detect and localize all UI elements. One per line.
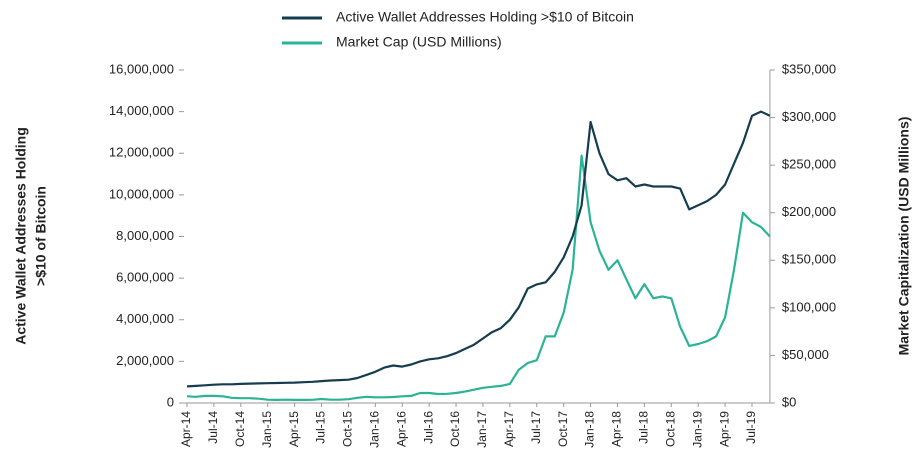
y2-axis-label: Market Capitalization (USD Millions) (896, 117, 912, 356)
y-tick-label: 10,000,000 (109, 186, 174, 201)
x-tick-label: Jan-19 (690, 411, 704, 448)
legend-label: Active Wallet Addresses Holding >$10 of … (336, 9, 634, 25)
x-tick-label: Apr-19 (717, 411, 731, 447)
y2-tick-label: $0 (782, 394, 796, 409)
series-line (186, 110, 771, 388)
y-axis-label: >$10 of Bitcoin (33, 186, 49, 286)
x-tick-label: Jul-17 (529, 411, 543, 444)
x-tick-label: Oct-14 (233, 411, 247, 447)
y-tick-label: 2,000,000 (116, 353, 174, 368)
x-tick-label: Oct-15 (341, 411, 355, 447)
series-line (186, 154, 771, 401)
x-tick-label: Jul-15 (314, 411, 328, 444)
legend-label: Market Cap (USD Millions) (336, 34, 502, 50)
y-tick-label: 14,000,000 (109, 103, 174, 118)
y2-tick-label: $100,000 (782, 299, 836, 314)
y-tick-label: 8,000,000 (116, 228, 174, 243)
y2-tick-label: $250,000 (782, 157, 836, 172)
y2-tick-label: $300,000 (782, 109, 836, 124)
y2-tick-label: $50,000 (782, 347, 829, 362)
y2-tick-label: $150,000 (782, 252, 836, 267)
y-tick-label: 6,000,000 (116, 270, 174, 285)
x-tick-label: Oct-16 (448, 411, 462, 447)
x-tick-label: Apr-16 (394, 411, 408, 447)
x-tick-label: Jul-16 (421, 411, 435, 444)
x-tick-label: Jan-15 (260, 411, 274, 448)
x-tick-label: Jul-19 (744, 411, 758, 444)
y2-tick-label: $350,000 (782, 61, 836, 76)
x-tick-label: Jul-18 (637, 411, 651, 444)
y-tick-label: 12,000,000 (109, 145, 174, 160)
x-tick-label: Oct-18 (663, 411, 677, 447)
x-tick-label: Apr-14 (179, 411, 193, 447)
x-tick-label: Jan-18 (583, 411, 597, 448)
x-tick-label: Apr-17 (502, 411, 516, 447)
y2-tick-label: $200,000 (782, 204, 836, 219)
x-tick-label: Oct-17 (556, 411, 570, 447)
x-tick-label: Jan-17 (475, 411, 489, 448)
y-axis-label: Active Wallet Addresses Holding (13, 127, 29, 345)
x-tick-label: Jul-14 (206, 411, 220, 444)
x-tick-label: Apr-15 (287, 411, 301, 447)
x-tick-label: Apr-18 (610, 411, 624, 447)
y-tick-label: 0 (167, 394, 174, 409)
y-tick-label: 16,000,000 (109, 61, 174, 76)
y-tick-label: 4,000,000 (116, 311, 174, 326)
x-tick-label: Jan-16 (367, 411, 381, 448)
